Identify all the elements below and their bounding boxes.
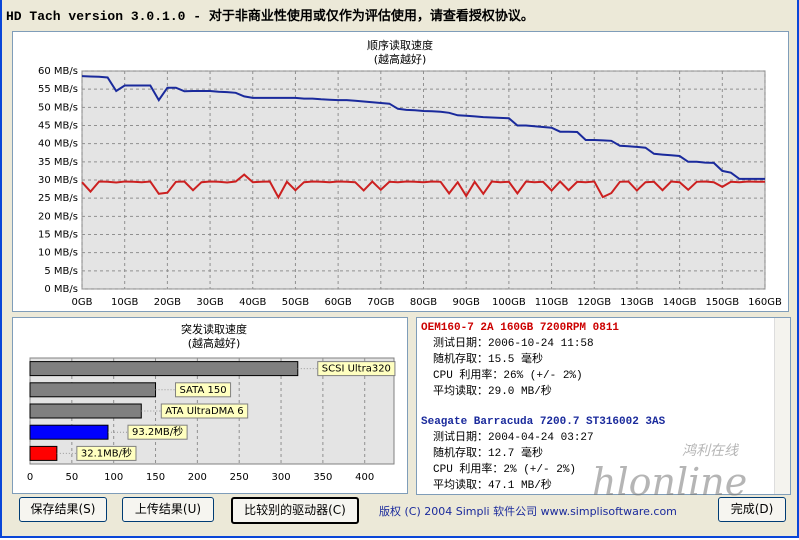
bar-label: 32.1MB/秒: [81, 446, 132, 459]
bar-label: 93.2MB/秒: [132, 425, 183, 438]
chart-title: 顺序读取速度: [367, 38, 433, 52]
y-tick-label: 45 MB/s: [38, 121, 78, 132]
x-tick-label: 40GB: [239, 297, 266, 308]
y-tick-label: 0 MB/s: [44, 284, 78, 295]
y-tick-label: 15 MB/s: [38, 230, 78, 241]
x-tick-label: 90GB: [453, 297, 480, 308]
y-tick-label: 35 MB/s: [38, 157, 78, 168]
label-box: [76, 445, 137, 461]
compare-button[interactable]: 比较别的驱动器(C): [231, 497, 359, 524]
x-tick-label: 250: [230, 472, 249, 483]
bar: [29, 361, 299, 377]
x-tick-label: 100: [104, 472, 123, 483]
bar: [29, 424, 109, 440]
info-row: 平均读取：29.0 MB/秒: [433, 386, 552, 398]
x-tick-label: 140GB: [663, 297, 697, 308]
info-row: 随机存取：12.7 毫秒: [433, 448, 544, 460]
series-line: [81, 173, 765, 200]
save-button[interactable]: 保存结果(S): [19, 497, 107, 522]
x-tick-label: 150: [146, 472, 165, 483]
upload-button[interactable]: 上传结果(U): [122, 497, 214, 522]
x-tick-label: 120GB: [577, 297, 611, 308]
info-row: 平均读取：47.1 MB/秒: [433, 480, 552, 492]
label-box: [160, 403, 249, 419]
x-tick-label: 160GB: [748, 297, 782, 308]
copyright: 版权 (C) 2004 Simpli 软件公司 www.simplisoftwa…: [379, 505, 677, 518]
drive-name: Seagate Barracuda 7200.7 ST316002 3AS: [421, 416, 666, 428]
chart-subtitle: (越高越好): [374, 52, 427, 66]
x-tick-label: 100GB: [492, 297, 526, 308]
info-panel: OEM160-7 2A 160GB 7200RPM 0811 测试日期：2006…: [416, 317, 791, 495]
label-box: [317, 361, 396, 377]
label-box: [175, 382, 232, 398]
x-tick-label: 50GB: [282, 297, 309, 308]
chart-title: 突发读取速度: [181, 322, 247, 336]
x-tick-label: 300: [271, 472, 290, 483]
x-tick-label: 30GB: [196, 297, 223, 308]
y-tick-label: 25 MB/s: [38, 193, 78, 204]
scrollbar[interactable]: [774, 318, 790, 494]
x-tick-label: 200: [188, 472, 207, 483]
done-button[interactable]: 完成(D): [718, 497, 786, 522]
drive-name: OEM160-7 2A 160GB 7200RPM 0811: [421, 322, 620, 334]
x-tick-label: 150GB: [705, 297, 739, 308]
label-box: [127, 424, 188, 440]
series-line: [81, 75, 765, 180]
bar-label: SCSI Ultra320: [322, 364, 391, 375]
info-row: 测试日期：2004-04-24 03:27: [433, 432, 594, 444]
chart-subtitle: (越高越好): [188, 336, 241, 350]
x-tick-label: 60GB: [324, 297, 351, 308]
watermark: 鸿利在线 hlonline: [592, 440, 747, 504]
watermark-cn: 鸿利在线: [682, 443, 738, 459]
x-tick-label: 70GB: [367, 297, 394, 308]
bar: [29, 382, 157, 398]
x-tick-label: 80GB: [410, 297, 437, 308]
bar: [29, 445, 58, 461]
watermark-en: hlonline: [592, 460, 748, 504]
y-tick-label: 20 MB/s: [38, 211, 78, 222]
info-row: CPU 利用率：26% (+/- 2%): [433, 370, 583, 382]
y-tick-label: 60 MB/s: [38, 66, 78, 77]
x-tick-label: 130GB: [620, 297, 654, 308]
x-tick-label: 20GB: [154, 297, 181, 308]
y-tick-label: 5 MB/s: [44, 266, 78, 277]
y-tick-label: 10 MB/s: [38, 248, 78, 259]
y-tick-label: 40 MB/s: [38, 139, 78, 150]
x-tick-label: 50: [65, 472, 78, 483]
x-tick-label: 0: [27, 472, 33, 483]
y-tick-label: 55 MB/s: [38, 84, 78, 95]
x-tick-label: 10GB: [111, 297, 138, 308]
x-tick-label: 350: [313, 472, 332, 483]
info-row: 测试日期：2006-10-24 11:58: [433, 338, 594, 350]
y-tick-label: 30 MB/s: [38, 175, 78, 186]
bar-label: SATA 150: [180, 385, 227, 396]
x-tick-label: 0GB: [72, 297, 93, 308]
info-row: CPU 利用率：2% (+/- 2%): [433, 464, 577, 476]
window-title: HD Tach version 3.0.1.0 - 对于非商业性使用或仅作为评估…: [6, 9, 534, 24]
x-tick-label: 110GB: [535, 297, 569, 308]
y-tick-label: 50 MB/s: [38, 102, 78, 113]
info-row: 随机存取：15.5 毫秒: [433, 354, 544, 366]
x-tick-label: 400: [355, 472, 374, 483]
bar: [29, 403, 142, 419]
bar-label: ATA UltraDMA 6: [165, 406, 243, 417]
